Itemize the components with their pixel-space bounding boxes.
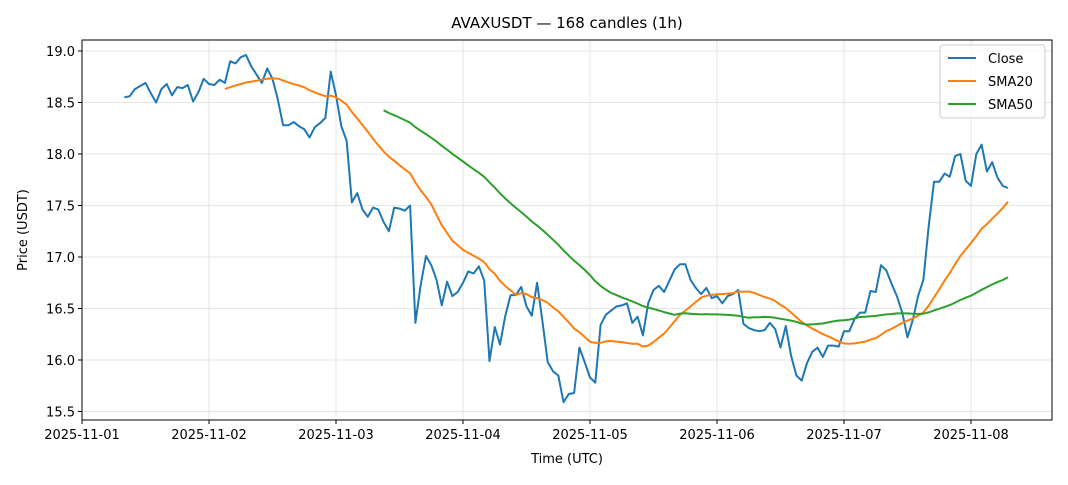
y-tick-label: 17.0 (46, 251, 75, 266)
y-tick-label: 19.0 (46, 45, 75, 60)
y-tick-label: 18.5 (46, 97, 75, 112)
y-tick-label: 18.0 (46, 148, 75, 163)
series-line-close (124, 54, 1009, 404)
legend: Close SMA20 SMA50 (939, 44, 1046, 119)
x-tick-label: 2025-11-08 (933, 428, 1009, 443)
x-axis-label: Time (UTC) (530, 452, 603, 467)
series-line-sma50 (383, 109, 1009, 326)
legend-label-sma50: SMA50 (988, 98, 1033, 113)
chart-title: AVAXUSDT — 168 candles (1h) (451, 14, 683, 32)
legend-label-sma20: SMA20 (988, 75, 1033, 90)
x-tick-label: 2025-11-01 (44, 428, 120, 443)
y-tick-label: 17.5 (46, 200, 75, 215)
x-tick-label: 2025-11-04 (425, 428, 501, 443)
y-tick-label: 16.5 (46, 303, 75, 318)
series-line-sma20 (224, 77, 1009, 348)
x-tick-label: 2025-11-03 (298, 428, 374, 443)
x-tick-label: 2025-11-06 (679, 428, 755, 443)
x-tick-label: 2025-11-07 (806, 428, 882, 443)
y-axis-label: Price (USDT) (16, 189, 31, 271)
plot-frame (81, 39, 1053, 421)
x-tick-label: 2025-11-02 (171, 428, 247, 443)
y-tick-label: 16.0 (46, 354, 75, 369)
legend-label-close: Close (988, 52, 1023, 67)
axis-ticks: 2025-11-01 2025-11-02 2025-11-03 2025-11-04… (44, 45, 1009, 443)
x-tick-label: 2025-11-05 (552, 428, 628, 443)
y-tick-label: 15.5 (46, 406, 75, 421)
series-lines (124, 54, 1009, 404)
grid (81, 40, 1052, 420)
